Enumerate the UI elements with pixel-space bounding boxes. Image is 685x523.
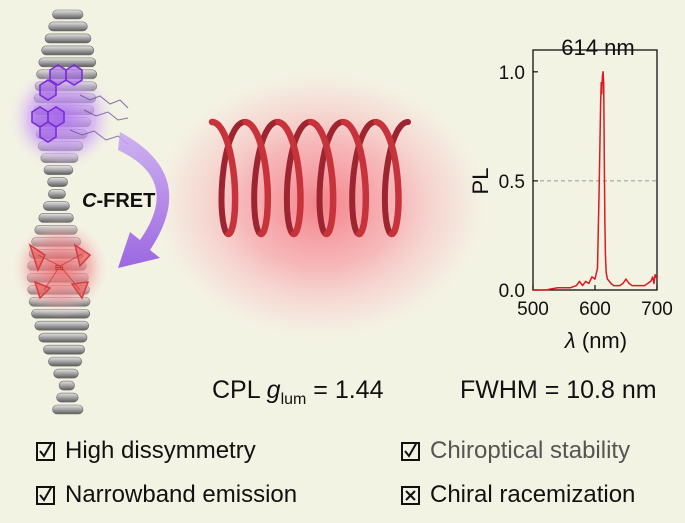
x-axis-label: λ (nm) — [564, 328, 627, 353]
feature-item: Chiral racemization — [401, 481, 635, 509]
stack-bar — [38, 332, 88, 343]
helix-segment — [381, 119, 411, 237]
pl-spectrum-line — [533, 71, 658, 291]
helix-segment — [218, 119, 248, 237]
stack-bar — [52, 404, 84, 415]
feature-label: Chiroptical stability — [430, 437, 631, 464]
fret-label: C-FRET — [82, 190, 155, 212]
helix-segment — [275, 118, 304, 238]
circularly-polarized-light-helix — [208, 118, 411, 238]
plot-frame — [532, 49, 658, 291]
checkbox-checked-icon — [36, 485, 55, 505]
helix-segment — [373, 118, 402, 238]
x-tick-label: 600 — [579, 299, 611, 320]
feature-label: Chiral racemization — [430, 481, 636, 508]
eu-label: Eu — [55, 265, 64, 272]
stack-bar — [34, 320, 90, 331]
stack-bar — [43, 344, 85, 355]
helix-segment — [340, 118, 370, 238]
helix-segment — [208, 118, 239, 238]
stack-bar — [48, 21, 88, 32]
checkbox-crossed-icon — [401, 485, 420, 505]
feature-label: High dissymmetry — [65, 437, 256, 464]
fret-arrow — [118, 132, 170, 268]
y-tick-label: 0.0 — [499, 281, 525, 302]
stack-bar — [52, 9, 84, 20]
carbazole-molecule-icon — [31, 64, 83, 143]
stack-bar — [58, 380, 75, 391]
checkbox-checked-icon — [401, 441, 420, 461]
pl-spectrum-chart: 614 nm PL λ (nm) 0.0 0.5 1.0 500 600 700 — [468, 35, 673, 353]
stack-bar — [48, 189, 66, 199]
donor-glow — [7, 63, 129, 173]
y-tick-label: 0.5 — [499, 172, 525, 193]
helix-segment — [251, 119, 281, 237]
y-tick-label: 1.0 — [499, 63, 525, 84]
stack-bar — [47, 177, 68, 187]
y-axis-label: PL — [468, 168, 493, 195]
helix-segment — [283, 119, 313, 237]
stack-bar — [48, 356, 82, 367]
stack-bar — [53, 368, 79, 379]
stack-bar — [44, 33, 92, 44]
feature-item: Narrowband emission — [36, 481, 297, 509]
stack-bar — [56, 392, 79, 403]
feature-item: High dissymmetry — [36, 437, 256, 465]
helix-segment — [316, 119, 346, 237]
feature-item: Chiroptical stability — [401, 437, 630, 465]
helix-segment — [349, 119, 379, 237]
fwhm-value: FWHM = 10.8 nm — [460, 376, 657, 404]
feature-label: Narrowband emission — [65, 481, 298, 508]
checkbox-checked-icon — [36, 441, 55, 461]
helix-segment — [242, 118, 272, 238]
x-tick-label: 500 — [517, 299, 549, 320]
x-tick-label: 700 — [641, 299, 673, 320]
stack-bar — [41, 45, 95, 56]
helix-segment — [307, 118, 337, 238]
stack-bar — [43, 201, 70, 211]
peak-wavelength-label: 614 nm — [561, 35, 634, 60]
acceptor-glow: Eu — [10, 218, 110, 318]
cpl-dissymmetry-value: CPL glum = 1.44 — [212, 376, 384, 408]
